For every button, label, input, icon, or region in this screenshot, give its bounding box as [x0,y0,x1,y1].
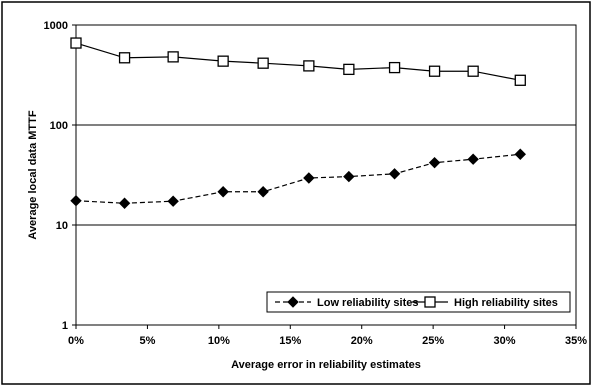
grid-lines [76,124,576,226]
data-point [343,170,355,183]
data-point [217,55,229,67]
y-tick-label: 1 [62,320,68,332]
legend-marker [424,296,436,308]
chart-outer-border [1,1,591,385]
data-point [343,63,355,76]
y-tick-label: 10 [56,220,68,232]
data-point [388,168,401,180]
legend-label: High reliability sites [454,297,558,309]
data-point [167,195,179,207]
data-point [118,197,131,209]
data-point [70,37,82,49]
data-point [467,65,479,77]
x-tick-label: 35% [565,335,587,347]
data-point [428,65,441,77]
x-tick-label: 25% [422,335,444,347]
data-point [467,153,479,165]
legend-item: Low reliability sites [275,296,418,309]
y-tick-label: 1000 [44,20,68,32]
legend: Low reliability sites High reliability si… [266,291,571,313]
data-point [303,172,315,184]
data-point [428,156,441,169]
legend-marker [287,296,299,308]
legend-item: High reliability sites [412,296,558,309]
data-point [118,52,131,64]
x-tick-label: 10% [208,335,230,347]
y-tick-label: 100 [50,120,68,132]
series-high-reliability [70,37,526,86]
x-tick-label: 5% [139,335,155,347]
y-axis-title: Average local data MTTF [27,110,39,239]
x-tick-label: 30% [494,335,516,347]
legend-label: Low reliability sites [317,297,418,309]
axis-ticks: 1 10 100 1000 0% 5% 10% 15% 20% 25% 30% 35% [44,20,588,347]
data-point [257,57,269,69]
x-tick-label: 15% [279,335,301,347]
data-point [167,51,179,63]
plot-area [75,24,577,326]
data-point [257,186,269,198]
data-point [388,61,401,74]
x-axis-title: Average error in reliability estimates [231,359,421,371]
data-point [514,74,526,86]
data-point [303,60,315,72]
series-low-reliability [70,148,526,209]
data-point [70,194,82,207]
series-layer [70,37,526,209]
data-point [217,186,229,198]
data-point [514,148,526,160]
x-tick-label: 20% [351,335,373,347]
x-tick-label: 0% [68,335,84,347]
